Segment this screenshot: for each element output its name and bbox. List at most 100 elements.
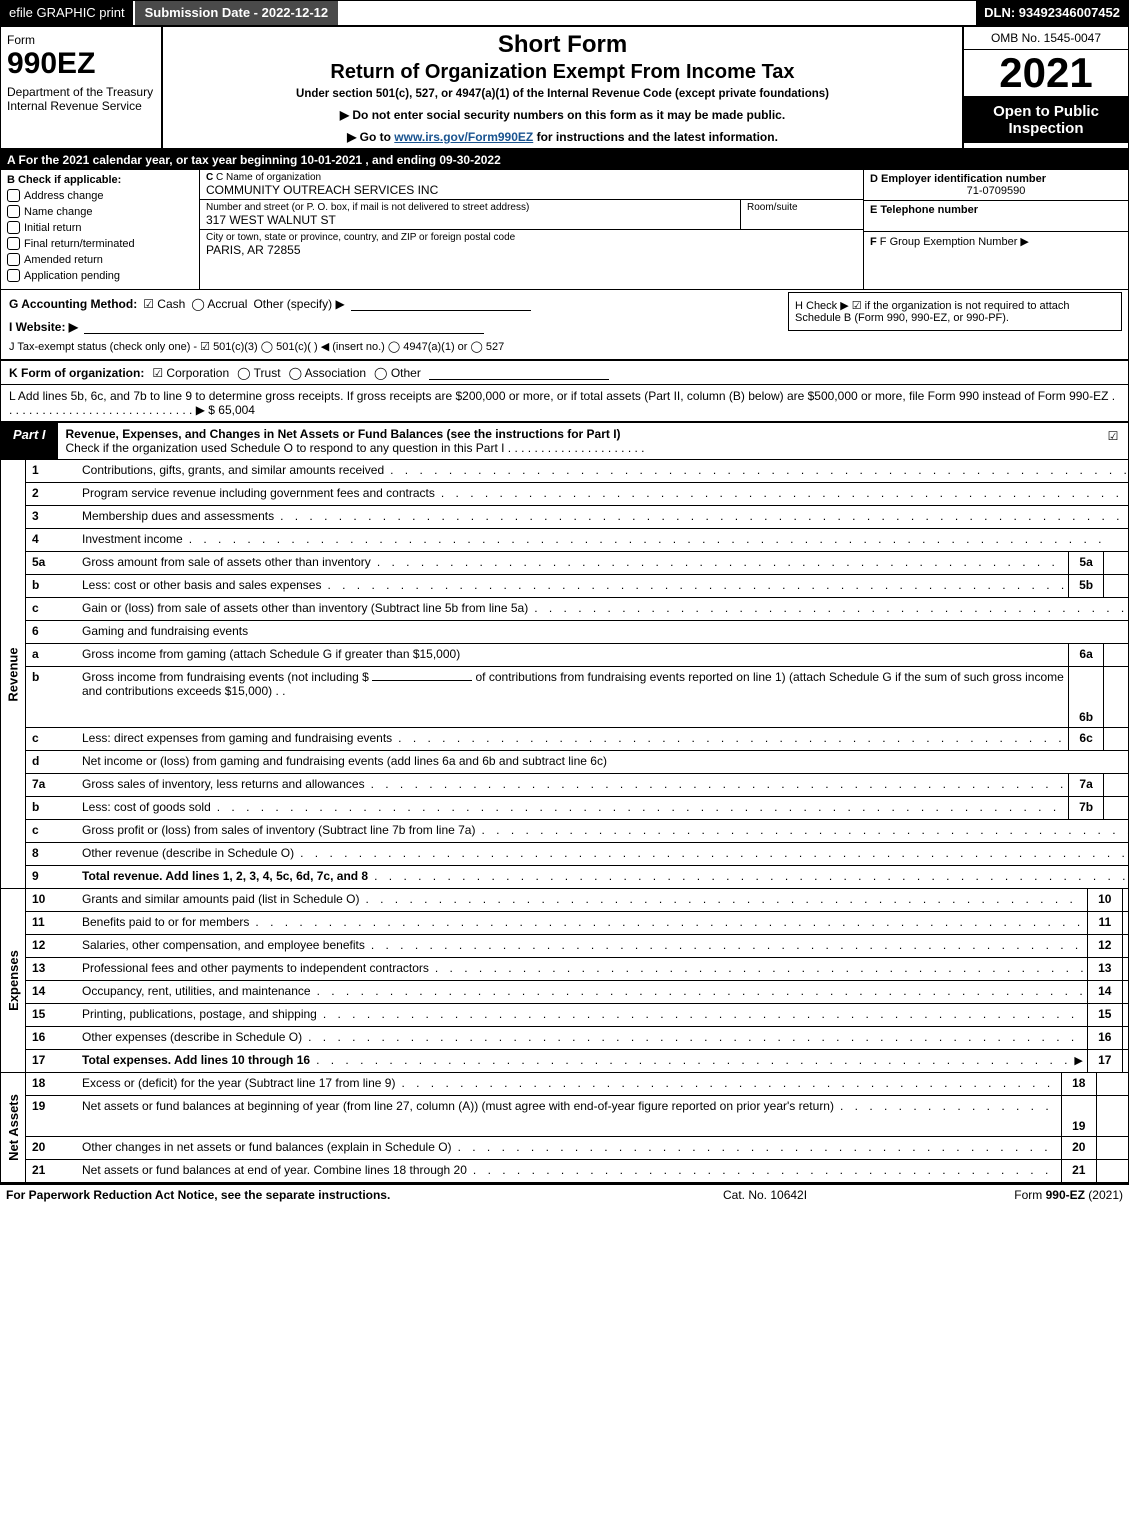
mini-num: 6a — [1068, 644, 1104, 666]
dotfill: . . . . . . . . . . . . . . . . . . . . … — [323, 1007, 1083, 1021]
line-8: 8 Other revenue (describe in Schedule O)… — [26, 843, 1129, 866]
desc-text: Net assets or fund balances at beginning… — [82, 1099, 834, 1113]
line-num: 14 — [26, 981, 78, 1003]
mini-val — [1104, 575, 1129, 597]
line-21: 21 Net assets or fund balances at end of… — [26, 1160, 1129, 1182]
b-amended-return[interactable]: Amended return — [7, 253, 193, 266]
revenue-body: 1 Contributions, gifts, grants, and simi… — [26, 460, 1129, 888]
website-blank — [84, 319, 484, 334]
line-desc: Other changes in net assets or fund bala… — [78, 1137, 1061, 1159]
l-gross-receipts: L Add lines 5b, 6c, and 7b to line 9 to … — [1, 385, 1128, 423]
dotfill: . . . . . . . . . . . . . . . . . . . . … — [255, 915, 1082, 929]
irs-link[interactable]: www.irs.gov/Form990EZ — [394, 130, 533, 144]
line-desc: Gaming and fundraising events — [78, 621, 1129, 643]
dotfill: . . . . . . . . . . . . . . . . . . . . … — [327, 578, 1064, 592]
line-2: 2 Program service revenue including gove… — [26, 483, 1129, 506]
line-20: 20 Other changes in net assets or fund b… — [26, 1137, 1129, 1160]
c-name-label: C Name of organization — [216, 172, 321, 183]
mini-num: 5a — [1068, 552, 1104, 574]
line-num: 3 — [26, 506, 78, 528]
k-trust[interactable]: ◯ Trust — [237, 366, 280, 380]
k-other[interactable]: ◯ Other — [374, 366, 421, 380]
line-desc: Total expenses. Add lines 10 through 16.… — [78, 1050, 1087, 1072]
submission-date: Submission Date - 2022-12-12 — [133, 1, 341, 25]
line-desc: Gain or (loss) from sale of assets other… — [78, 598, 1129, 620]
line-num: 21 — [26, 1160, 78, 1182]
line-num: a — [26, 644, 78, 666]
line-10: 10 Grants and similar amounts paid (list… — [26, 889, 1129, 912]
line-num: 6 — [26, 621, 78, 643]
mini-val — [1104, 644, 1129, 666]
col-num: 12 — [1087, 935, 1122, 957]
desc-text: Excess or (deficit) for the year (Subtra… — [82, 1076, 395, 1090]
b-initial-return[interactable]: Initial return — [7, 221, 193, 234]
line-12: 12 Salaries, other compensation, and emp… — [26, 935, 1129, 958]
netassets-vertical-label: Net Assets — [1, 1073, 26, 1182]
dotfill: . . . . . . . . . . . . . . . . . . . . … — [217, 800, 1064, 814]
form-990ez-container: efile GRAPHIC print Submission Date - 20… — [0, 0, 1129, 1185]
k-other-label: Other — [391, 366, 421, 380]
line-5c: c Gain or (loss) from sale of assets oth… — [26, 598, 1129, 621]
col-val: 2,616 — [1096, 1073, 1129, 1095]
part-1-sub: Check if the organization used Schedule … — [66, 441, 505, 455]
b-application-pending[interactable]: Application pending — [7, 269, 193, 282]
col-def: D Employer identification number 71-0709… — [863, 170, 1128, 289]
desc-text: Net assets or fund balances at end of ye… — [82, 1163, 467, 1177]
short-form-title: Short Form — [173, 31, 952, 59]
part-1-checkbox[interactable]: ☑ — [1098, 423, 1128, 459]
efile-graphic-print: efile GRAPHIC print — [1, 1, 133, 25]
desc-text: Less: cost or other basis and sales expe… — [82, 578, 321, 592]
line-6a: a Gross income from gaming (attach Sched… — [26, 644, 1129, 667]
dotfill: . . . . . . . . . . . . . . . . . . . . … — [365, 892, 1082, 906]
k-other-blank — [429, 365, 609, 380]
desc-text: Gross sales of inventory, less returns a… — [82, 777, 365, 791]
dotfill: . . . . . . . . . . . . . . . . . . . . … — [435, 961, 1083, 975]
checkbox-icon — [7, 237, 20, 250]
dotfill: . . . . . . . . . . . . . . . . . . . . … — [534, 601, 1129, 615]
arrow-icon: ▶ — [1074, 1054, 1082, 1067]
mini-num: 5b — [1068, 575, 1104, 597]
mini-num: 6b — [1068, 667, 1104, 727]
netassets-section: Net Assets 18 Excess or (deficit) for th… — [1, 1073, 1128, 1184]
desc-text: Membership dues and assessments — [82, 509, 274, 523]
mini-num: 7b — [1068, 797, 1104, 819]
mini-num: 7a — [1068, 774, 1104, 796]
b-final-return[interactable]: Final return/terminated — [7, 237, 193, 250]
dotfill: . . . . . . . . . . . . . . . . . . . . … — [189, 532, 1129, 546]
checkbox-icon — [7, 269, 20, 282]
revenue-section: Revenue 1 Contributions, gifts, grants, … — [1, 460, 1128, 889]
desc-text: Contributions, gifts, grants, and simila… — [82, 463, 384, 477]
col-num: 10 — [1087, 889, 1122, 911]
b-name-change[interactable]: Name change — [7, 205, 193, 218]
line-18: 18 Excess or (deficit) for the year (Sub… — [26, 1073, 1129, 1096]
form-title: Return of Organization Exempt From Incom… — [173, 61, 952, 84]
b-address-change[interactable]: Address change — [7, 189, 193, 202]
instruction-2: ▶ Go to www.irs.gov/Form990EZ for instru… — [173, 130, 952, 144]
line-desc: Excess or (deficit) for the year (Subtra… — [78, 1073, 1061, 1095]
section-ghij: G Accounting Method: ☑ Cash ◯ Accrual Ot… — [1, 290, 1128, 359]
line-num: 19 — [26, 1096, 78, 1136]
h-check: H Check ▶ ☑ if the organization is not r… — [788, 292, 1122, 331]
col-val: 52,941 — [1122, 1027, 1129, 1049]
line-desc: Printing, publications, postage, and shi… — [78, 1004, 1087, 1026]
part-1-title: Revenue, Expenses, and Changes in Net As… — [66, 427, 621, 441]
g-accrual[interactable]: ◯ Accrual — [191, 297, 247, 311]
col-num: 19 — [1061, 1096, 1096, 1136]
line-11: 11 Benefits paid to or for members. . . … — [26, 912, 1129, 935]
k-corporation[interactable]: ☑ Corporation — [152, 366, 229, 380]
desc-text: Net income or (loss) from gaming and fun… — [82, 754, 607, 768]
desc-text: Total revenue. Add lines 1, 2, 3, 4, 5c,… — [82, 869, 368, 883]
instruction-1: ▶ Do not enter social security numbers o… — [173, 108, 952, 122]
header-right: OMB No. 1545-0047 2021 Open to Public In… — [962, 27, 1128, 148]
line-num: 10 — [26, 889, 78, 911]
k-association[interactable]: ◯ Association — [289, 366, 366, 380]
form-subtitle: Under section 501(c), 527, or 4947(a)(1)… — [173, 88, 952, 100]
address-label: Number and street (or P. O. box, if mail… — [206, 202, 734, 213]
g-other[interactable]: Other (specify) ▶ — [253, 297, 344, 311]
part-1-header: Part I Revenue, Expenses, and Changes in… — [1, 423, 1128, 460]
line-num: c — [26, 598, 78, 620]
col-val — [1122, 889, 1129, 911]
g-cash[interactable]: ☑ Cash — [143, 297, 185, 311]
city-row: City or town, state or province, country… — [200, 230, 863, 267]
l-text: L Add lines 5b, 6c, and 7b to line 9 to … — [9, 389, 1108, 403]
